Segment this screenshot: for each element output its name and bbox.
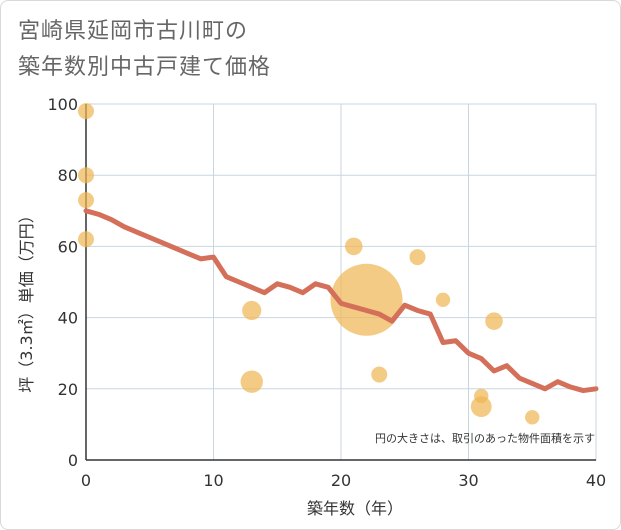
x-tick-label: 0 (81, 471, 91, 490)
scatter-point (78, 167, 94, 184)
trend-line-group (83, 208, 599, 394)
y-axis-label: 坪（3.3㎡）単価（万円） (17, 207, 36, 392)
y-tick-label: 0 (68, 451, 78, 470)
scatter-point (485, 312, 503, 330)
y-tick-label: 20 (58, 380, 78, 399)
x-tick-label: 40 (586, 471, 606, 490)
scatter-point (435, 292, 451, 307)
scatter-point (78, 103, 94, 120)
scatter-point (78, 231, 94, 248)
scatter-points (78, 103, 540, 425)
scatter-point (371, 366, 388, 383)
y-tick-labels: 0 20 40 60 80 100 (47, 95, 78, 470)
x-tick-label: 10 (203, 471, 223, 490)
chart-title-line1: 宮崎県延岡市古川町の (18, 19, 249, 44)
x-tick-labels: 0 10 20 30 40 (81, 471, 606, 490)
y-tick-label: 80 (58, 166, 78, 185)
trend-line (83, 208, 599, 394)
y-tick-label: 100 (47, 95, 78, 114)
x-axis-label: 築年数（年） (307, 499, 403, 518)
scatter-point (525, 410, 540, 425)
scatter-point (240, 370, 263, 393)
scatter-point (409, 249, 426, 266)
y-tick-label: 40 (58, 309, 78, 328)
scatter-point (470, 396, 492, 417)
chart-title-line2: 築年数別中古戸建て価格 (18, 55, 272, 80)
grid-lines (85, 103, 597, 461)
scatter-point (242, 300, 262, 321)
chart-title: 宮崎県延岡市古川町の 築年数別中古戸建て価格 (18, 14, 271, 86)
x-tick-label: 20 (331, 471, 351, 490)
y-tick-label: 60 (58, 237, 78, 256)
scatter-point (344, 237, 363, 256)
x-tick-label: 30 (458, 471, 478, 490)
scatter-point (78, 192, 94, 209)
size-note: 円の大きさは、取引のあった物件面積を示す (375, 431, 595, 445)
